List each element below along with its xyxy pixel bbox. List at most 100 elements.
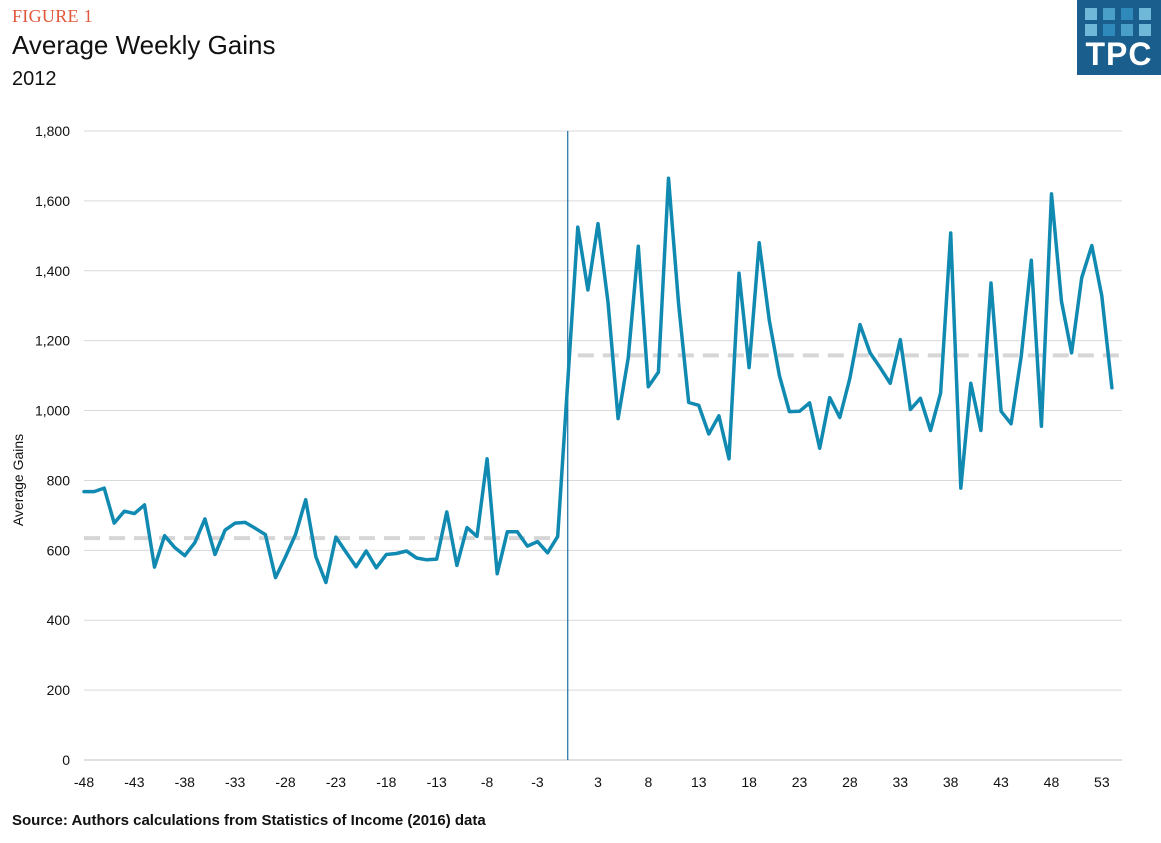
- data-point: [1050, 192, 1053, 196]
- x-tick-label: -18: [376, 774, 396, 790]
- y-tick-label: 1,200: [35, 333, 70, 349]
- chart-subtitle: 2012: [12, 68, 57, 90]
- x-tick-label: 13: [691, 774, 707, 790]
- data-point: [848, 376, 852, 380]
- x-tick-label: 53: [1094, 774, 1110, 790]
- source-note: Source: Authors calculations from Statis…: [12, 812, 486, 829]
- data-point: [838, 416, 842, 419]
- data-point: [889, 382, 892, 385]
- data-point: [657, 370, 660, 374]
- x-tick-label: -33: [225, 774, 245, 790]
- data-point: [647, 385, 650, 388]
- data-point: [284, 555, 287, 558]
- data-point: [375, 566, 378, 570]
- data-point: [929, 429, 932, 432]
- logo-square: [1121, 8, 1133, 20]
- x-tick-labels: -48 -43 -38 -33 -28 -23 -18 -13 -8 -3 3 8 13 18 23 28 33…: [74, 774, 1110, 790]
- x-tick-label: -8: [481, 774, 494, 790]
- data-point: [153, 565, 156, 569]
- data-point: [435, 557, 438, 561]
- data-point: [244, 521, 247, 524]
- data-point: [294, 533, 297, 536]
- data-point: [949, 231, 952, 235]
- logo-square: [1103, 8, 1115, 20]
- data-point: [1080, 276, 1083, 279]
- data-point: [556, 535, 559, 538]
- data-point: [334, 535, 338, 539]
- logo-square: [1139, 8, 1151, 20]
- logo-square: [1103, 24, 1115, 36]
- data-point: [687, 401, 690, 404]
- data-point: [344, 550, 348, 554]
- data-point: [667, 176, 670, 180]
- data-point: [1070, 351, 1073, 355]
- x-tick-label: -43: [124, 774, 144, 790]
- data-point: [1100, 294, 1104, 298]
- data-point: [747, 366, 751, 369]
- data-point: [878, 366, 882, 369]
- data-point: [264, 533, 267, 536]
- y-tick-label: 1,600: [35, 193, 70, 209]
- data-point: [415, 556, 418, 560]
- data-point: [102, 486, 106, 490]
- data-point: [1020, 355, 1023, 358]
- data-point: [495, 572, 499, 575]
- logo-square: [1085, 8, 1097, 20]
- x-tick-label: 28: [842, 774, 858, 790]
- series-line: [82, 176, 1114, 585]
- x-tick-label: 48: [1044, 774, 1060, 790]
- data-point: [425, 558, 428, 561]
- data-point: [354, 565, 358, 568]
- logo-text: TPC: [1085, 36, 1153, 72]
- data-point: [1030, 259, 1033, 262]
- x-tick-label: -38: [175, 774, 195, 790]
- data-point: [989, 281, 993, 285]
- y-tick-label: 400: [47, 612, 71, 628]
- x-tick-label: 3: [594, 774, 602, 790]
- data-point: [586, 288, 590, 292]
- data-point: [516, 530, 519, 534]
- data-point: [475, 535, 479, 538]
- data-point: [1040, 425, 1043, 428]
- data-point: [1090, 244, 1093, 247]
- data-point: [395, 552, 398, 555]
- data-point: [506, 530, 509, 534]
- data-point: [143, 503, 146, 507]
- data-point: [1060, 300, 1063, 303]
- data-point: [133, 512, 136, 515]
- x-tick-label: -48: [74, 774, 94, 790]
- data-point: [183, 554, 186, 557]
- data-point: [223, 528, 227, 532]
- data-point: [969, 382, 973, 385]
- data-point: [274, 576, 277, 579]
- y-tick-label: 600: [47, 542, 71, 558]
- data-point: [213, 553, 217, 556]
- x-tick-label: 33: [893, 774, 909, 790]
- data-point: [939, 391, 942, 395]
- data-point: [193, 541, 197, 544]
- data-point: [606, 301, 610, 304]
- data-point: [697, 404, 700, 407]
- x-tick-label: -13: [427, 774, 447, 790]
- data-point: [596, 222, 600, 225]
- y-tick-labels: 0 200 400 600 800 1,000 1,200 1,400 1,600 1,800: [35, 123, 70, 768]
- figure-label: FIGURE 1: [12, 6, 93, 26]
- y-tick-label: 1,000: [35, 403, 70, 419]
- data-point: [808, 401, 811, 405]
- data-point: [1110, 386, 1114, 390]
- data-point: [899, 338, 902, 341]
- x-tick-label: 43: [993, 774, 1009, 790]
- data-point: [727, 457, 731, 460]
- chart-title: Average Weekly Gains: [12, 30, 276, 60]
- data-point: [616, 417, 620, 420]
- data-point: [385, 553, 388, 556]
- data-point: [717, 414, 721, 417]
- data-point: [163, 534, 166, 537]
- data-point: [82, 490, 86, 493]
- data-point: [173, 546, 176, 549]
- tpc-logo: TPC: [1077, 0, 1161, 75]
- data-point: [637, 245, 640, 248]
- data-point: [233, 521, 237, 525]
- y-tick-label: 800: [47, 472, 71, 488]
